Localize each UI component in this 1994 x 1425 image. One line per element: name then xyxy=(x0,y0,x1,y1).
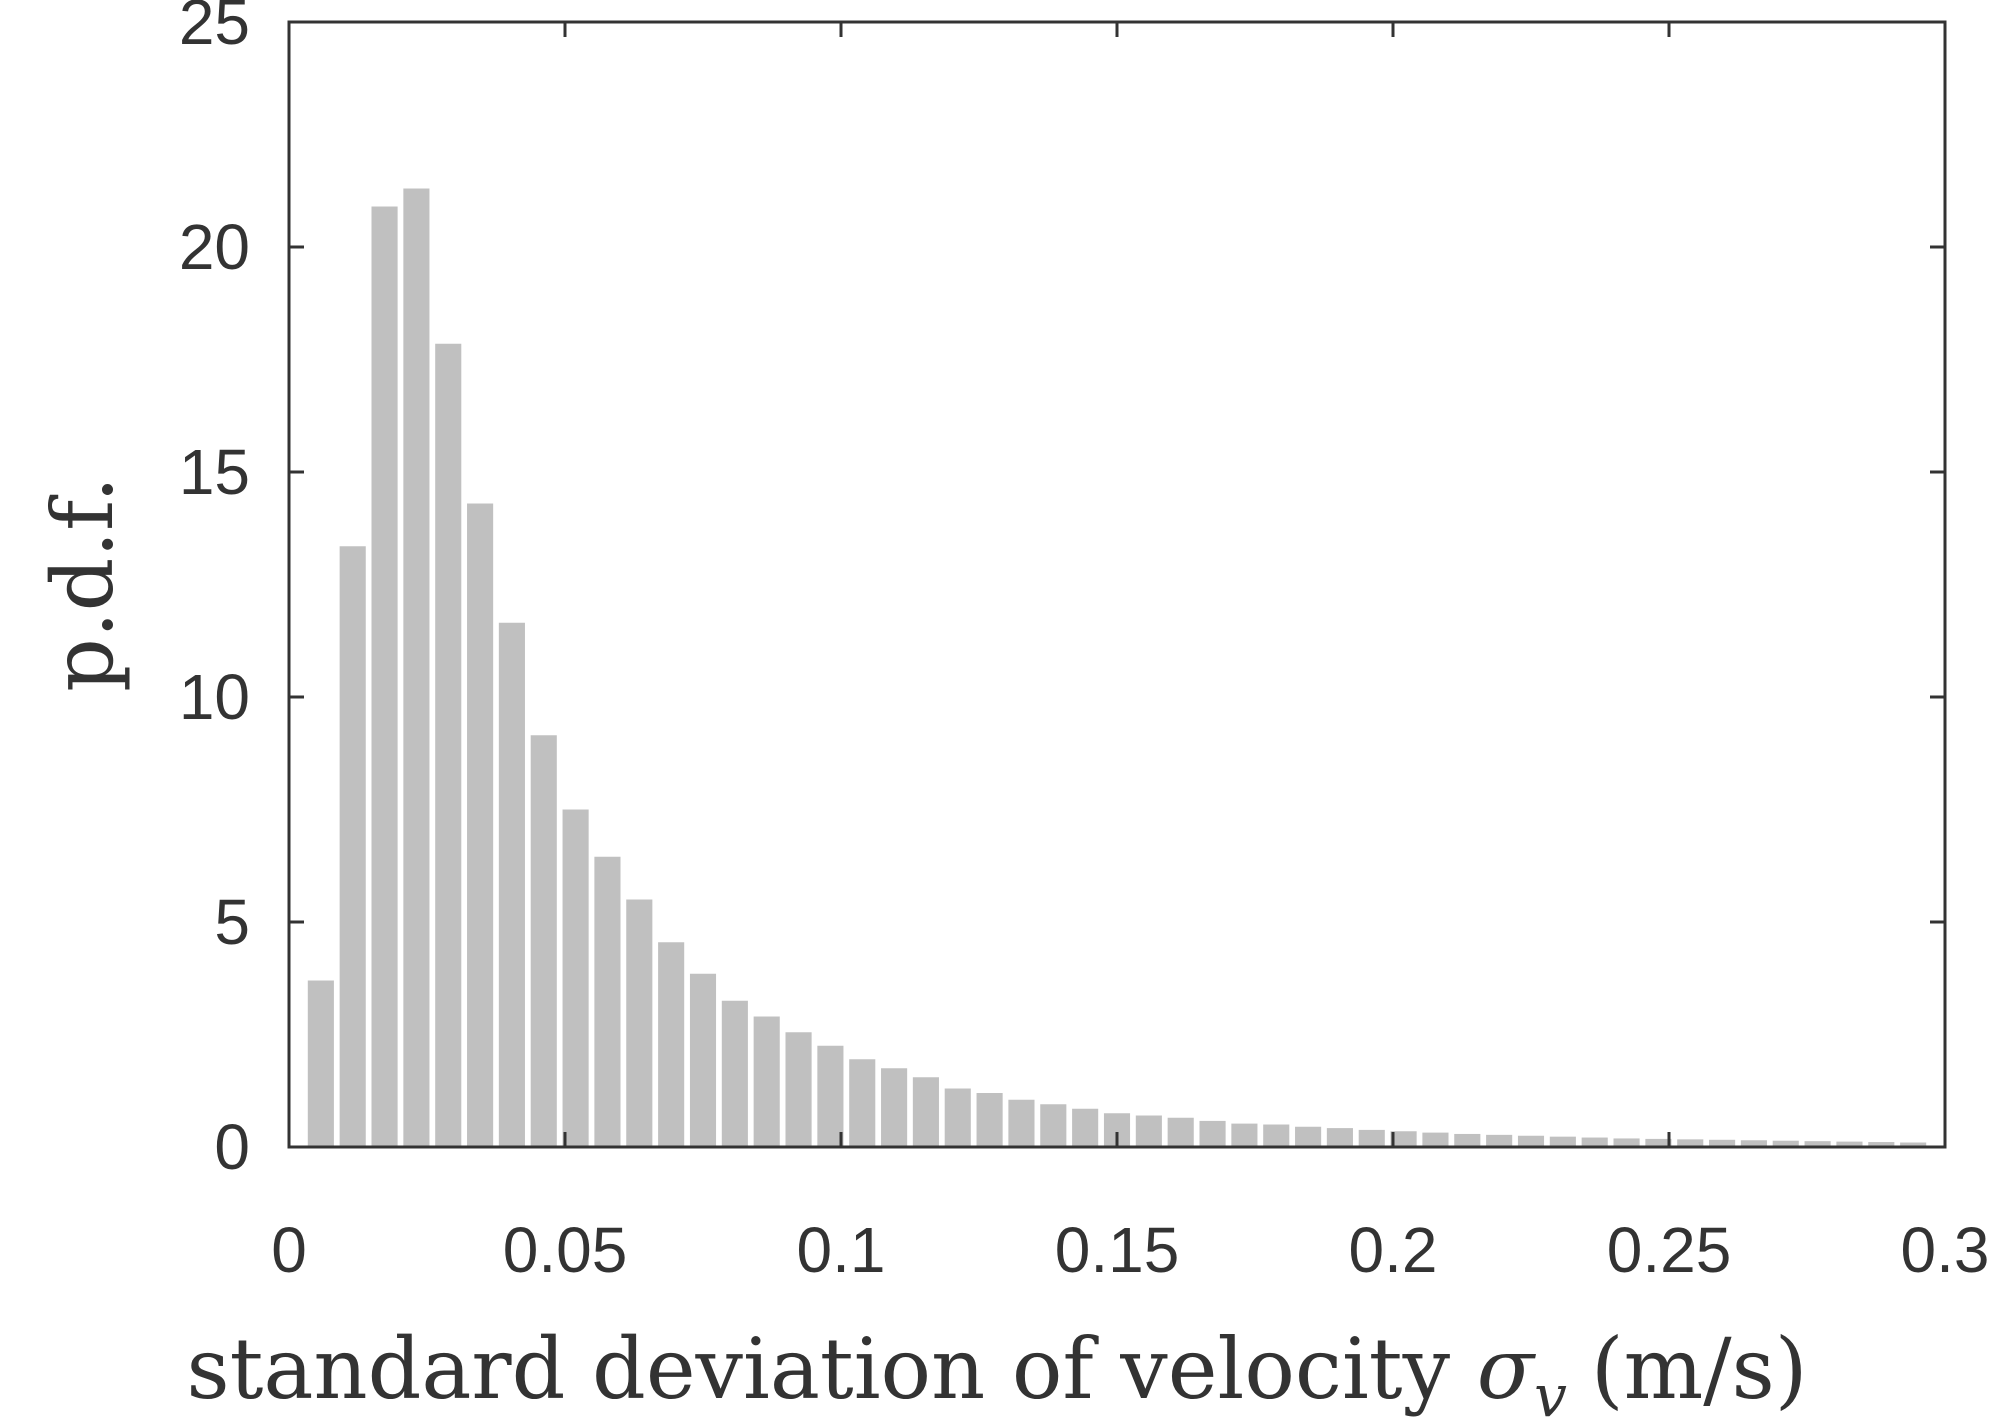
histogram-bar xyxy=(1709,1139,1736,1147)
x-tick-label: 0.3 xyxy=(1901,1214,1990,1286)
histogram-bar xyxy=(1167,1117,1194,1147)
histogram-bar xyxy=(785,1032,812,1147)
histogram-bar xyxy=(1040,1104,1067,1147)
histogram-bar xyxy=(1263,1124,1290,1147)
histogram-bar xyxy=(912,1077,939,1147)
axes-box xyxy=(287,20,1947,1149)
histogram-bar xyxy=(1231,1123,1258,1147)
tick-labels-group: 0 0.05 0.1 0.15 0.2 0.25 0.3 0 5 10 15 20 25 xyxy=(179,0,1990,1286)
histogram-bar xyxy=(976,1093,1003,1147)
x-tick-label: 0.2 xyxy=(1349,1214,1438,1286)
histogram-bar xyxy=(1677,1139,1704,1147)
x-tick-label: 0.05 xyxy=(503,1214,628,1286)
histogram-bar xyxy=(1772,1140,1799,1147)
histogram-bar xyxy=(658,942,685,1147)
x-axis-label-symbol: σ xyxy=(1477,1320,1537,1418)
y-tick-label: 25 xyxy=(179,0,250,58)
x-tick-label: 0 xyxy=(271,1214,307,1286)
histogram-bar xyxy=(1581,1137,1608,1147)
x-tick-label: 0.15 xyxy=(1055,1214,1180,1286)
y-tick-label: 20 xyxy=(179,211,250,283)
histogram-bar xyxy=(1008,1099,1035,1147)
x-axis-label-subscript: v xyxy=(1534,1362,1567,1425)
histogram-bar xyxy=(1613,1138,1640,1147)
histogram-bar xyxy=(498,622,525,1147)
bars-group xyxy=(307,188,1927,1147)
histogram-bar xyxy=(435,343,462,1147)
histogram-bar xyxy=(403,188,430,1147)
y-tick-label: 0 xyxy=(214,1111,250,1183)
histogram-bar xyxy=(881,1068,908,1147)
histogram-bar xyxy=(721,1000,748,1147)
histogram-bar xyxy=(689,973,717,1147)
histogram-bar xyxy=(1199,1120,1226,1147)
y-axis-label: p.d.f. xyxy=(34,476,132,692)
x-tick-label: 0.25 xyxy=(1607,1214,1732,1286)
histogram-bar xyxy=(1645,1138,1672,1147)
histogram-bar xyxy=(1517,1135,1545,1147)
histogram-bar xyxy=(1326,1128,1353,1147)
histogram-bar xyxy=(1900,1142,1927,1147)
histogram-bar xyxy=(562,809,589,1147)
histogram-bar xyxy=(1454,1133,1481,1147)
x-axis-label-text: standard deviation of velocity xyxy=(187,1320,1451,1418)
y-tick-label: 5 xyxy=(214,886,250,958)
histogram-bar xyxy=(1836,1141,1863,1147)
histogram-bar xyxy=(849,1059,876,1147)
x-axis-label-unit: (m/s) xyxy=(1591,1320,1808,1418)
histogram-bar xyxy=(594,856,621,1147)
x-axis-label: standard deviation of velocity σv (m/s) xyxy=(187,1320,1808,1425)
histogram-bar xyxy=(1868,1142,1895,1147)
histogram-bar xyxy=(1804,1141,1831,1147)
histogram-bar xyxy=(1072,1108,1099,1147)
histogram-bar xyxy=(1422,1132,1449,1147)
x-tick-label: 0.1 xyxy=(797,1214,886,1286)
histogram-bar xyxy=(467,503,494,1147)
histogram-bar xyxy=(1549,1136,1576,1147)
histogram-bar xyxy=(339,546,366,1147)
histogram-bar xyxy=(753,1016,780,1147)
histogram-bar xyxy=(1358,1129,1385,1147)
histogram-bar xyxy=(1135,1115,1162,1147)
histogram-bar xyxy=(1486,1134,1513,1147)
histogram-bar xyxy=(817,1045,844,1147)
histogram-bar xyxy=(371,206,398,1147)
histogram-bar xyxy=(1295,1126,1322,1147)
histogram-bar xyxy=(1390,1131,1417,1147)
histogram-bar xyxy=(307,980,334,1147)
y-tick-label: 10 xyxy=(179,661,250,733)
histogram-bar xyxy=(626,899,653,1147)
y-tick-label: 15 xyxy=(179,436,250,508)
histogram-bar xyxy=(530,735,557,1147)
histogram-bar xyxy=(1740,1140,1767,1147)
histogram-bar xyxy=(944,1088,971,1147)
